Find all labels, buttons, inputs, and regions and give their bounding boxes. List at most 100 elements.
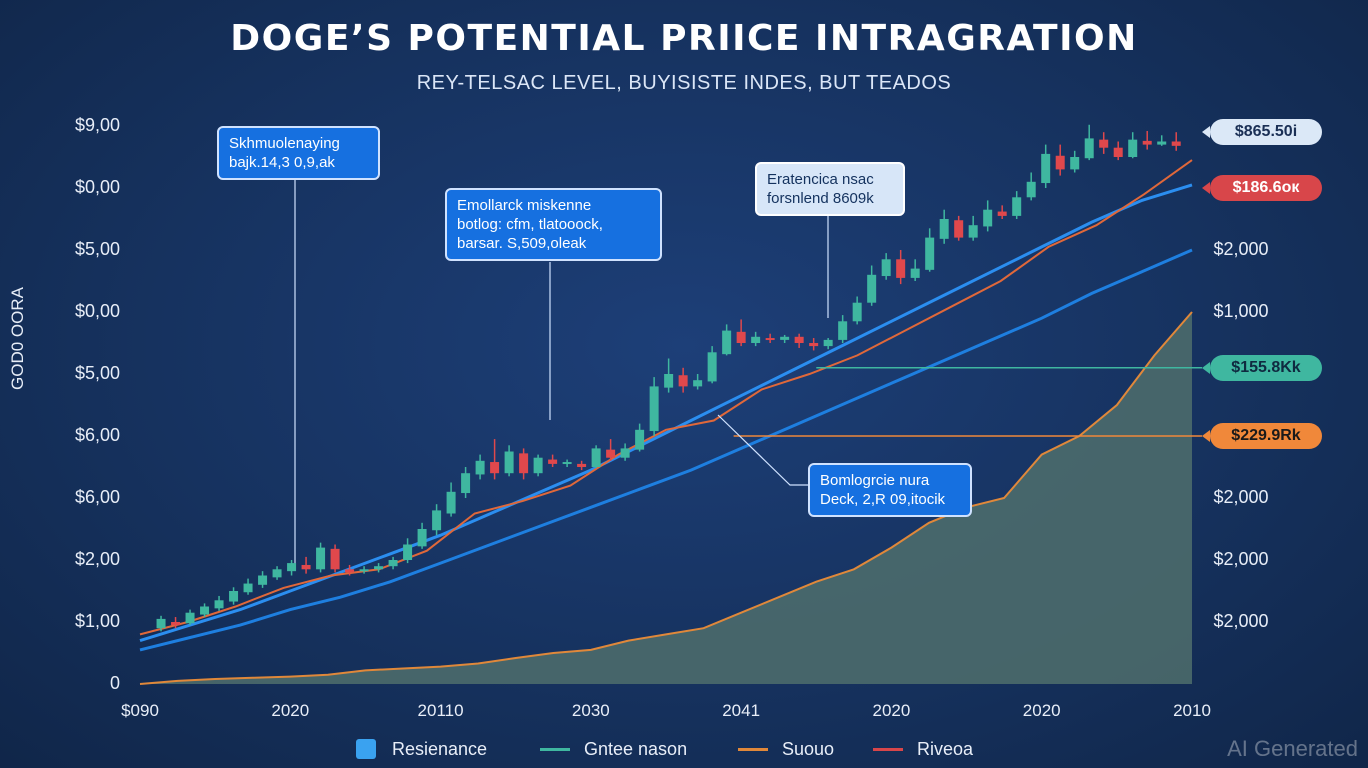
candle <box>345 564 355 576</box>
area-top-line <box>139 311 1193 685</box>
candle-body <box>200 606 210 615</box>
price-tag: $186.6oк <box>1202 175 1322 201</box>
legend-item: Resienance <box>356 737 487 761</box>
candle <box>939 209 949 244</box>
candle <box>1128 132 1138 159</box>
candle-body <box>374 566 384 570</box>
y-tick-left: $9,00 <box>74 115 120 135</box>
candle-body <box>1157 141 1167 145</box>
annotation-line: barsar. S,509,oleak <box>457 235 587 252</box>
annotation-line: bajk.14,3 0,9,ak <box>229 154 335 171</box>
candle-body <box>1099 139 1109 148</box>
candle <box>649 377 659 436</box>
candle-body <box>243 583 253 593</box>
candle-body <box>519 453 529 474</box>
candle <box>678 367 688 393</box>
candle <box>809 338 819 351</box>
price-tag: $155.8Kk <box>1202 354 1322 381</box>
legend-label: Gntee nason <box>584 738 688 759</box>
candle <box>1157 135 1167 146</box>
y-tick-left: $0,00 <box>74 301 120 321</box>
candle-body <box>838 321 848 340</box>
candle-body <box>925 237 935 270</box>
candle <box>1041 144 1051 188</box>
watermark: AI Generated <box>1227 736 1358 761</box>
candle-body <box>577 463 587 467</box>
candle-body <box>214 600 224 609</box>
candle-body <box>301 564 311 570</box>
candle <box>722 324 732 356</box>
candle <box>606 439 616 461</box>
candle <box>214 595 224 611</box>
candle <box>968 215 978 241</box>
candle <box>693 374 703 390</box>
candle-body <box>316 547 326 570</box>
candle-body <box>287 563 297 572</box>
candle-body <box>954 220 964 238</box>
price-tag: $229.9Rk <box>1202 423 1322 449</box>
candle-body <box>968 225 978 238</box>
candle <box>548 454 558 467</box>
candle-body <box>1128 139 1138 157</box>
chart-title: DOGE’S POTENTIAL PRIICE INTRAGRATION <box>230 18 1138 59</box>
candle <box>171 617 181 629</box>
candle-body <box>896 259 906 278</box>
legend-label: Resienance <box>392 738 488 759</box>
candle-body <box>1070 157 1080 170</box>
candle <box>185 609 195 626</box>
candle <box>301 556 311 574</box>
candle-body <box>780 336 790 340</box>
candle <box>577 460 587 471</box>
area-layer <box>139 311 1193 685</box>
candle-body <box>809 343 819 347</box>
legend-label: Suouo <box>782 738 835 759</box>
candle-body <box>562 462 572 465</box>
candle-body <box>910 268 920 278</box>
candle-body <box>490 462 500 474</box>
candle <box>867 265 877 306</box>
candle <box>417 522 427 549</box>
x-tick: 2020 <box>872 701 911 720</box>
price-tag: $865.50i <box>1202 119 1322 146</box>
candle <box>736 319 746 347</box>
candle <box>243 578 253 595</box>
candle <box>997 205 1007 219</box>
annotation-line: Skhmuolenaying <box>229 135 340 152</box>
x-tick: $090 <box>121 701 159 720</box>
candle <box>1084 124 1094 161</box>
y-tick-left: $1,00 <box>74 611 120 631</box>
series-line-2 <box>139 159 1193 636</box>
series-line-0 <box>139 248 1193 652</box>
candle <box>1099 132 1109 154</box>
candles-layer <box>156 124 1181 632</box>
candle-body <box>171 622 181 626</box>
candle-body <box>403 544 413 560</box>
candle-body <box>417 529 427 547</box>
candle-body <box>446 491 456 514</box>
candle <box>533 454 543 477</box>
candle <box>359 566 369 574</box>
candle-body <box>722 330 732 355</box>
annotation-callout: Eratencica nsac forsnlend 8609k <box>755 162 905 216</box>
annotation-callout: Emollarck miskenne botlog: cfm, tlatooock… <box>445 188 662 261</box>
candle-body <box>330 548 340 570</box>
candle <box>881 253 891 280</box>
y-tick-left: $6,00 <box>74 425 120 445</box>
candle <box>490 439 500 480</box>
candle <box>258 571 268 588</box>
candle-body <box>475 460 485 475</box>
y-tick-left: $2,00 <box>74 549 120 569</box>
candle <box>272 566 282 580</box>
candle-body <box>258 575 268 585</box>
chart-subtitle: REY-TELSAC LEVEL, BUYISISTE INDES, BUT T… <box>416 72 952 94</box>
legend-item: Riveoa <box>873 737 973 761</box>
y-tick-right: $2,000 <box>1213 549 1269 569</box>
candle <box>1055 144 1065 176</box>
candle <box>896 250 906 285</box>
y-tick-left: 0 <box>109 673 120 693</box>
candle-body <box>852 302 862 322</box>
annotation-callout: Skhmuolenaying bajk.14,3 0,9,ak <box>217 126 380 180</box>
candle <box>1142 130 1152 150</box>
annotation-line: Bomlogrcie nura <box>820 472 930 489</box>
